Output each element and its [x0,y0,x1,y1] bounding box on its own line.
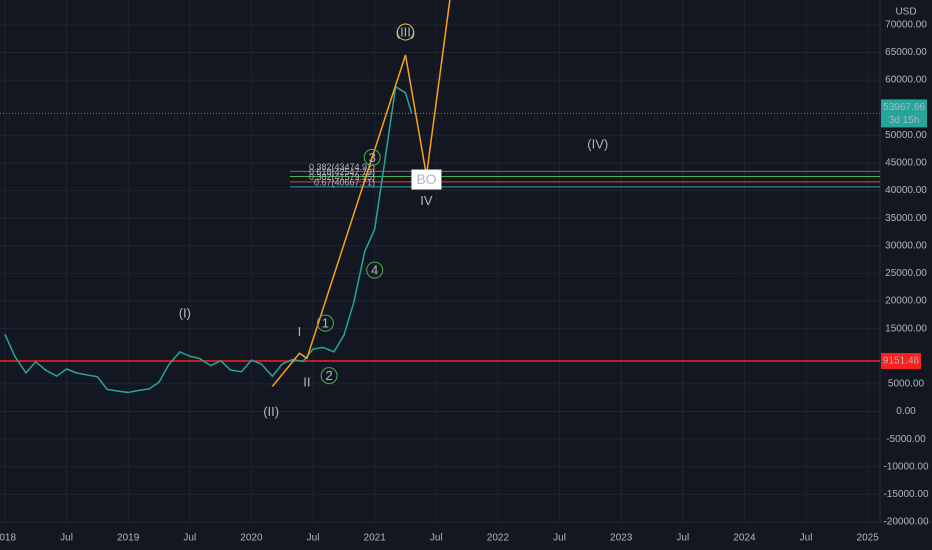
annotation-circle [316,314,334,332]
y-tick-label: 0.00 [896,406,916,417]
annotation: 4 [366,261,384,279]
y-tick-label: 60000.00 [885,75,927,86]
x-tick-label: Jul [183,533,196,544]
x-tick-label: 2021 [364,533,387,544]
y-tick-label: -10000.00 [883,461,928,472]
x-tick-label: 2025 [857,533,880,544]
annotation: (III) [396,23,416,41]
fib-label: 0.618(42547.79) [309,167,375,177]
annotation-circle [363,148,381,166]
fib-label: 0.67(40667.71) [314,177,375,187]
annotation-circle [366,261,384,279]
x-tick-label: 2024 [733,533,756,544]
y-tick-label: -5000.00 [886,434,926,445]
x-tick-label: 2023 [610,533,633,544]
annotation-label: (III) [396,24,416,39]
x-tick-label: 2020 [240,533,263,544]
annotation-label: I [298,324,302,339]
y-tick-label: 5000.00 [888,379,925,390]
x-tick-label: 2022 [487,533,510,544]
support-price-label: 9151.48 [883,356,920,367]
annotation-circle [320,367,338,385]
y-tick-label: 50000.00 [885,130,927,141]
x-tick-label: Jul [307,533,320,544]
annotation: BO [411,169,442,190]
y-tick-label: 65000.00 [885,47,927,58]
x-tick-label: 2018 [0,533,16,544]
annotation-box [411,169,442,190]
currency-label: USD [895,7,916,18]
annotation-label: (IV) [587,137,608,152]
annotation: 3 [363,148,381,166]
x-tick-label: Jul [553,533,566,544]
annotation-label: 4 [371,263,378,278]
annotation-label: (II) [263,404,279,419]
annotation: (II) [263,404,279,419]
annotation-label: (I) [179,306,191,321]
price-line [4,85,413,394]
annotation: I [298,324,302,339]
countdown-label: 3d 15h [889,115,920,126]
fib-levels: 0.382(43474.92)0.618(42547.79)0.382(4157… [290,162,880,188]
annotation: 1 [316,314,334,332]
fib-label: 0.382(43474.92) [309,162,375,172]
annotation-label: 1 [322,316,329,331]
y-tick-label: 45000.00 [885,158,927,169]
last-price-label: 53967.66 [883,102,925,113]
support-price-tag [881,352,921,369]
y-tick-label: 15000.00 [885,323,927,334]
y-tick-label: -20000.00 [883,517,928,528]
annotation: IV [420,193,433,208]
y-tick-label: 25000.00 [885,268,927,279]
x-tick-label: Jul [60,533,73,544]
x-tick-label: Jul [676,533,689,544]
annotation: II [303,375,310,390]
annotation-label: 3 [369,150,376,165]
x-tick-label: Jul [800,533,813,544]
elliott-wave [271,0,451,387]
annotation: 2 [320,367,338,385]
y-tick-label: 35000.00 [885,213,927,224]
annotation-circle [396,23,414,41]
annotation-label: BO [416,171,436,187]
annotation: (IV) [587,137,608,152]
x-tick-label: 2019 [117,533,140,544]
last-price-tag [881,99,927,128]
annotation-label: II [303,375,310,390]
x-tick-label: Jul [430,533,443,544]
annotation-label: IV [420,193,433,208]
annotation: (I) [179,306,191,321]
y-tick-label: 30000.00 [885,240,927,251]
fib-label: 0.382(41579.95) [309,172,375,182]
y-tick-label: 20000.00 [885,296,927,307]
y-tick-label: 40000.00 [885,185,927,196]
annotation-label: 2 [325,368,332,383]
y-tick-label: 70000.00 [885,19,927,30]
y-tick-label: -15000.00 [883,489,928,500]
